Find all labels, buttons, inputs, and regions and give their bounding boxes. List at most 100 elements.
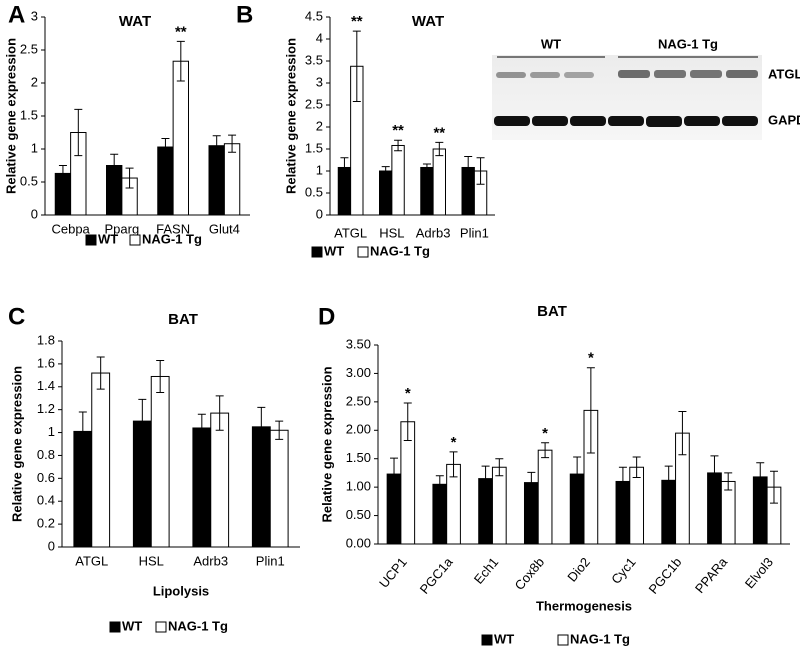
error-bar	[74, 108, 83, 157]
y-tick-label: 1.8	[37, 332, 55, 347]
error-bar	[390, 457, 399, 491]
atgl-bands	[496, 70, 758, 78]
blot-background	[492, 55, 762, 140]
error-bar	[340, 157, 349, 178]
x-tick-label: PGC1a	[417, 554, 456, 597]
bar	[157, 146, 174, 216]
error-bar	[573, 456, 582, 492]
error-bar	[664, 465, 673, 496]
bar	[491, 466, 507, 545]
bar	[537, 449, 553, 545]
legend-swatch	[155, 621, 167, 633]
significance-mark: **	[175, 23, 187, 40]
error-bar	[422, 163, 431, 172]
y-tick-label: 1.00	[346, 479, 371, 494]
y-tick-label: 3	[31, 8, 38, 23]
legend-swatch	[85, 234, 97, 246]
bar	[91, 372, 111, 548]
x-tick-label: Cebpa	[51, 221, 90, 236]
significance-mark: *	[542, 425, 548, 442]
chart-title: BAT	[537, 303, 567, 320]
y-tick-label: 0.2	[37, 516, 55, 531]
y-tick-label: 1	[316, 162, 323, 177]
error-bar	[156, 359, 165, 393]
bar	[391, 144, 405, 216]
legend-label: WT	[122, 618, 142, 633]
x-tick-label: Elvol3	[742, 554, 776, 591]
x-tick-label: HSL	[379, 225, 404, 240]
error-bar	[527, 471, 536, 494]
panel-letter: D	[318, 303, 335, 330]
bar	[192, 427, 212, 548]
x-tick-label: HSL	[139, 553, 164, 568]
legend-swatch	[129, 234, 141, 246]
y-tick-label: 2	[31, 74, 38, 89]
band	[726, 70, 758, 78]
y-axis-label: Relative gene expression	[3, 38, 18, 194]
band	[618, 70, 650, 78]
error-bar	[476, 157, 485, 185]
chart-title: WAT	[119, 13, 151, 30]
x-tick-label: Cyc1	[608, 554, 639, 586]
legend-label: NAG-1 Tg	[142, 231, 202, 246]
error-bar	[586, 367, 595, 454]
y-tick-label: 0.5	[20, 173, 38, 188]
y-tick-label: 1.5	[305, 140, 323, 155]
band	[570, 116, 606, 126]
error-bar	[228, 134, 237, 153]
y-tick-label: 0.5	[305, 184, 323, 199]
significance-mark: **	[392, 122, 404, 139]
error-bar	[161, 137, 170, 157]
x-tick-label: Pparg	[105, 221, 140, 236]
error-bar	[495, 458, 504, 477]
y-tick-label: 0.6	[37, 470, 55, 485]
panel-letter: A	[8, 1, 25, 28]
x-tick-label: Dio2	[564, 554, 593, 584]
y-tick-label: 0.00	[346, 535, 371, 550]
legend-label: NAG-1 Tg	[168, 618, 228, 633]
y-tick-label: 3.50	[346, 336, 371, 351]
band	[722, 116, 758, 126]
band	[564, 72, 594, 78]
error-bar	[435, 141, 444, 157]
band-label: GAPDH	[768, 112, 800, 127]
y-tick-label: 1.6	[37, 355, 55, 370]
x-tick-label: Plin1	[460, 225, 489, 240]
y-tick-label: 1	[31, 140, 38, 155]
y-tick-label: 1	[48, 424, 55, 439]
bar	[379, 170, 393, 216]
panel-letter: B	[236, 1, 253, 28]
error-bar	[138, 398, 147, 444]
error-bar	[632, 456, 641, 478]
legend-swatch	[481, 634, 493, 646]
x-tick-label: Glut4	[209, 221, 240, 236]
group-label: WT	[541, 36, 561, 51]
band	[494, 116, 530, 126]
bar	[210, 412, 230, 548]
y-tick-label: 3.00	[346, 365, 371, 380]
bar	[223, 143, 241, 216]
error-bar	[215, 395, 224, 431]
error-bar	[541, 442, 550, 459]
bar	[150, 375, 170, 548]
band	[646, 116, 682, 127]
significance-mark: *	[588, 350, 594, 367]
legend-label: NAG-1 Tg	[370, 243, 430, 258]
x-tick-label: Adrb3	[416, 225, 451, 240]
y-tick-label: 0.50	[346, 507, 371, 522]
y-tick-label: 0.8	[37, 447, 55, 462]
error-bar	[710, 455, 719, 491]
error-bar	[769, 470, 778, 504]
x-tick-label: ATGL	[334, 225, 367, 240]
y-tick-label: 0.4	[37, 493, 55, 508]
y-tick-label: 1.50	[346, 450, 371, 465]
y-tick-label: 0	[48, 538, 55, 553]
error-bar	[197, 413, 206, 443]
y-tick-label: 1.2	[37, 401, 55, 416]
legend-label: NAG-1 Tg	[570, 631, 630, 646]
x-tick-label: FASN	[156, 221, 190, 236]
x-tick-label: Cox8b	[512, 554, 548, 592]
error-bar	[435, 475, 444, 494]
x-tick-label: Adrb3	[193, 553, 228, 568]
band	[684, 116, 720, 126]
